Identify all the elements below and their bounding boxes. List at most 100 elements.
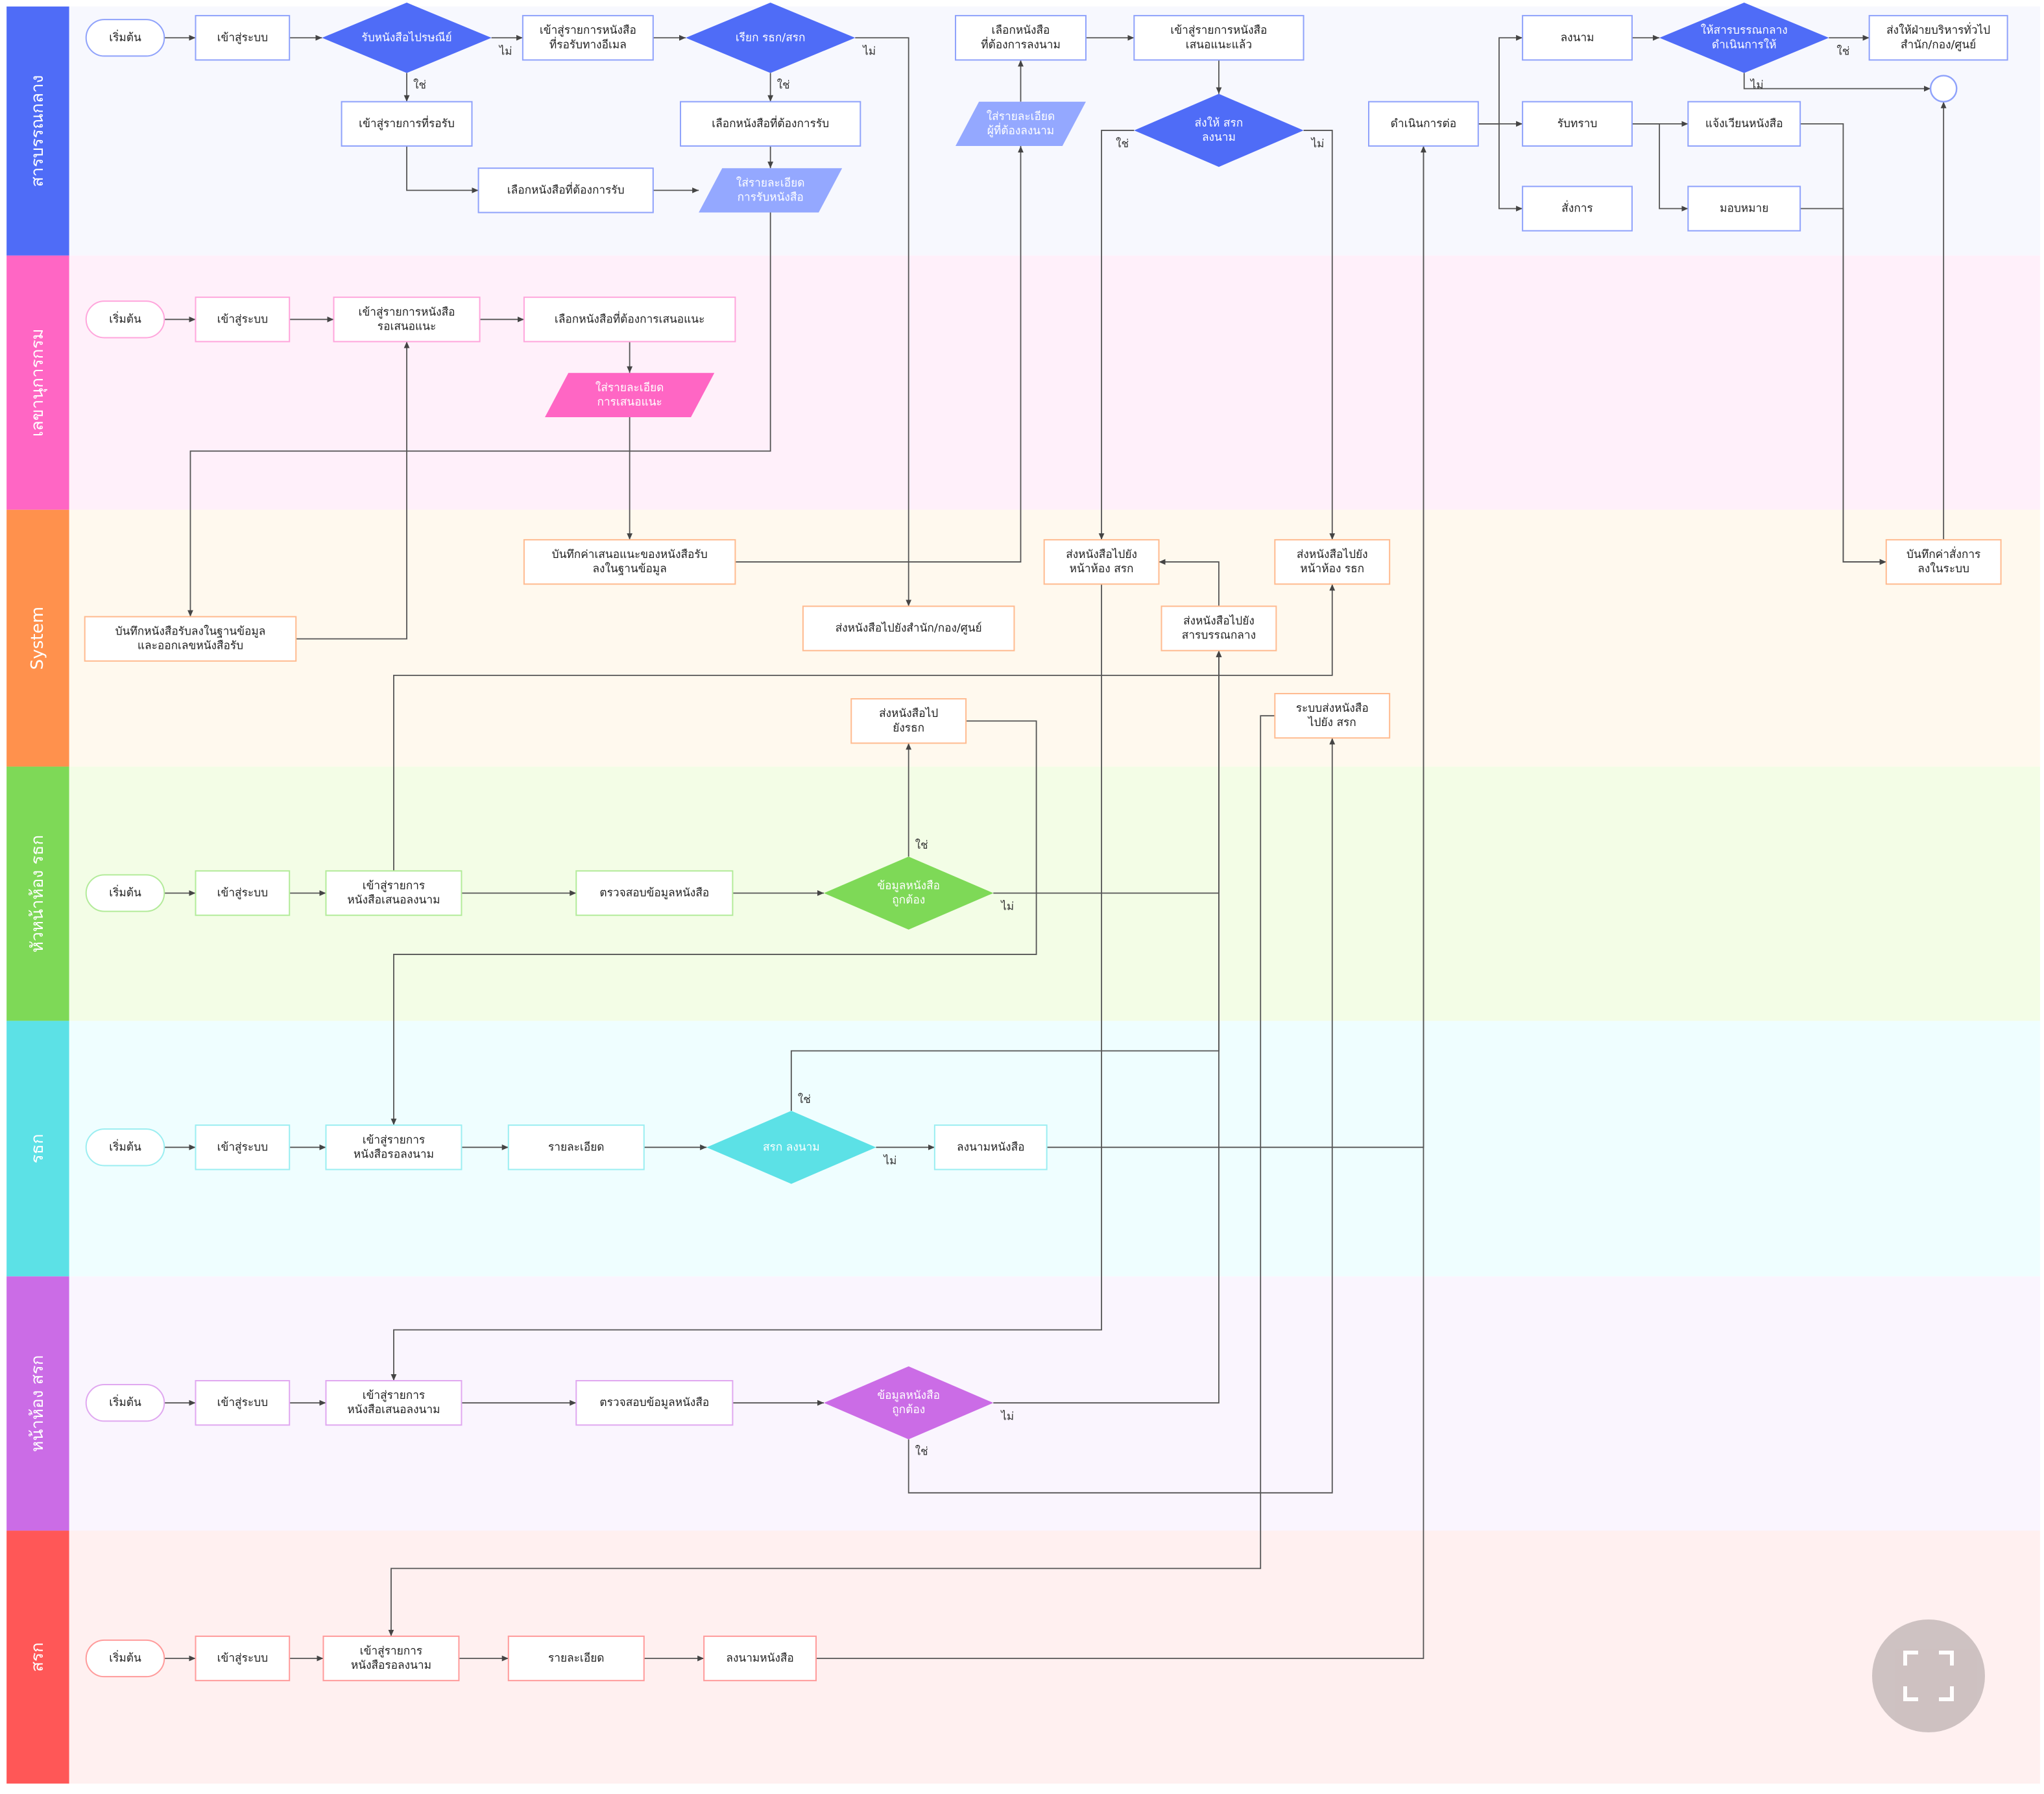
end-circle <box>1929 75 1958 103</box>
edge-n3-n4: ไม่ <box>491 34 523 58</box>
node-terminal-m1[interactable]: เริ่มต้น <box>85 300 165 339</box>
node-circle-n22[interactable] <box>1929 75 1958 103</box>
node-label: เลือกหนังสือที่ต้องการรับ <box>712 115 829 130</box>
node-box-n4[interactable]: เข้าสู่รายการหนังสือที่รอรับทางอีเมล <box>522 15 654 61</box>
node-box-m2[interactable]: เข้าสู่ระบบ <box>195 297 291 343</box>
node-box-s5[interactable]: ส่งหนังสือไปยังหน้าห้อง รธก <box>1274 539 1391 585</box>
node-box-p3[interactable]: เข้าสู่รายการหนังสือเสนอลงนาม <box>325 1380 463 1426</box>
node-box-q2[interactable]: เข้าสู่ระบบ <box>195 1635 291 1682</box>
lane-background <box>69 255 2040 510</box>
edge-label: ใช่ <box>915 838 928 852</box>
node-box-n14[interactable]: ดำเนินการต่อ <box>1368 101 1479 147</box>
node-box-r3[interactable]: เข้าสู่รายการหนังสือรอลงนาม <box>325 1124 463 1170</box>
node-label: บันทึกค่าสั่งการ <box>1906 546 1980 561</box>
edge-q5-n14 <box>816 146 1426 1659</box>
edge-r5-r6: ไม่ <box>876 1144 935 1167</box>
node-box-m4[interactable]: เลือกหนังสือที่ต้องการเสนอแนะ <box>523 297 736 343</box>
node-label: หน้าห้อง สรก <box>1070 563 1134 576</box>
node-label: และออกเลขหนังสือรับ <box>138 640 243 653</box>
process-box <box>333 297 481 343</box>
edge-label: ใช่ <box>798 1093 811 1106</box>
node-terminal-h1[interactable]: เริ่มต้น <box>85 874 165 912</box>
node-box-n21[interactable]: มอบหมาย <box>1687 186 1801 232</box>
process-box <box>1687 101 1801 147</box>
edge-label: ไม่ <box>882 1154 896 1167</box>
node-label: ดำเนินการให้ <box>1712 38 1777 51</box>
node-label: ลงนาม <box>1202 131 1236 144</box>
node-box-s2[interactable]: บันทึกค่าเสนอแนะของหนังสือรับลงในฐานข้อม… <box>523 539 736 585</box>
node-label: เลือกหนังสือ <box>992 24 1050 37</box>
node-diamond-p5[interactable]: ข้อมูลหนังสือถูกต้อง <box>824 1366 994 1440</box>
node-label: ตรวจสอบข้อมูลหนังสือ <box>599 1396 709 1409</box>
edge-label: ใช่ <box>1116 137 1129 151</box>
node-diamond-n5[interactable]: เรียก รธก/สรก <box>686 3 856 73</box>
node-box-s3[interactable]: ส่งหนังสือไปยังสำนัก/กอง/ศูนย์ <box>802 605 1015 651</box>
lane-header <box>6 255 69 510</box>
node-label: เริ่มต้น <box>109 1394 141 1409</box>
node-box-n10[interactable]: เลือกหนังสือที่ต้องการลงนาม <box>955 15 1087 61</box>
node-box-r4[interactable]: รายละเอียด <box>507 1124 645 1170</box>
node-para-n12[interactable]: ใส่รายละเอียดผู้ที่ต้องลงนาม <box>956 101 1086 147</box>
node-box-q5[interactable]: ลงนามหนังสือ <box>703 1635 817 1682</box>
node-label: เข้าสู่ระบบ <box>217 886 268 899</box>
node-box-q4[interactable]: รายละเอียด <box>507 1635 645 1682</box>
node-label: ลงในฐานข้อมูล <box>592 562 666 576</box>
node-label: หนังสือเสนอลงนาม <box>347 894 440 907</box>
node-terminal-p1[interactable]: เริ่มต้น <box>85 1384 165 1422</box>
node-label: ส่งหนังสือไปยัง <box>1066 548 1137 561</box>
node-terminal-r1[interactable]: เริ่มต้น <box>85 1128 165 1167</box>
node-box-p4[interactable]: ตรวจสอบข้อมูลหนังสือ <box>575 1380 734 1426</box>
node-label: รายละเอียด <box>548 1652 605 1665</box>
lane-2: System <box>6 509 2040 767</box>
node-terminal-q1[interactable]: เริ่มต้น <box>85 1639 165 1678</box>
process-box <box>1133 15 1305 61</box>
terminal-shape <box>85 1128 165 1167</box>
node-diamond-n3[interactable]: รับหนังสือไปรษณีย์ <box>322 3 492 73</box>
node-box-s4[interactable]: ส่งหนังสือไปยังหน้าห้อง สรก <box>1043 539 1160 585</box>
edge-n13-s4: ใช่ <box>1098 130 1135 540</box>
node-box-s7[interactable]: ระบบส่งหนังสือไปยัง สรก <box>1274 693 1391 739</box>
node-label: หนังสือเสนอลงนาม <box>347 1403 440 1416</box>
node-box-n15[interactable]: ลงนาม <box>1522 15 1633 61</box>
lane-label: หน้าห้อง สรก <box>28 1355 47 1451</box>
node-label: หนังสือรอลงนาม <box>354 1148 434 1161</box>
node-terminal-n1[interactable]: เริ่มต้น <box>85 19 165 57</box>
node-box-n7[interactable]: เลือกหนังสือที่ต้องการรับ <box>680 101 861 147</box>
node-box-n8[interactable]: เลือกหนังสือที่ต้องการรับ <box>477 167 654 213</box>
node-label: เข้าสู่ระบบ <box>217 1141 268 1154</box>
decision-diamond <box>1659 3 1829 73</box>
node-box-n17[interactable]: สั่งการ <box>1522 186 1633 232</box>
process-box <box>195 870 291 916</box>
node-box-r2[interactable]: เข้าสู่ระบบ <box>195 1124 291 1170</box>
node-box-n16[interactable]: รับทราบ <box>1522 101 1633 147</box>
connector-line <box>1800 208 1886 565</box>
node-box-h4[interactable]: ตรวจสอบข้อมูลหนังสือ <box>575 870 734 916</box>
connector-line <box>908 738 1336 1494</box>
fullscreen-button[interactable] <box>1872 1619 1985 1732</box>
edge-h5-s9: ใช่ <box>906 743 928 857</box>
node-box-p2[interactable]: เข้าสู่ระบบ <box>195 1380 291 1426</box>
node-label: ที่รอรับทางอีเมล <box>549 36 627 51</box>
node-box-h3[interactable]: เข้าสู่รายการหนังสือเสนอลงนาม <box>325 870 463 916</box>
node-box-n2[interactable]: เข้าสู่ระบบ <box>195 15 291 61</box>
node-box-s9[interactable]: ส่งหนังสือไปยังรธก <box>850 698 967 744</box>
node-box-h2[interactable]: เข้าสู่ระบบ <box>195 870 291 916</box>
node-label: มอบหมาย <box>1720 202 1768 215</box>
edge-label: ใช่ <box>777 79 790 92</box>
node-box-n6[interactable]: เข้าสู่รายการที่รอรับ <box>341 101 473 147</box>
node-box-q3[interactable]: เข้าสู่รายการหนังสือรอลงนาม <box>322 1635 460 1682</box>
node-box-n20[interactable]: แจ้งเวียนหนังสือ <box>1687 101 1801 147</box>
node-box-r6[interactable]: ลงนามหนังสือ <box>933 1124 1048 1170</box>
node-box-s1[interactable]: บันทึกหนังสือรับลงในฐานข้อมูลและออกเลขหน… <box>84 616 297 662</box>
edge-n13-s5: ไม่ <box>1303 130 1336 540</box>
process-box <box>195 15 291 61</box>
